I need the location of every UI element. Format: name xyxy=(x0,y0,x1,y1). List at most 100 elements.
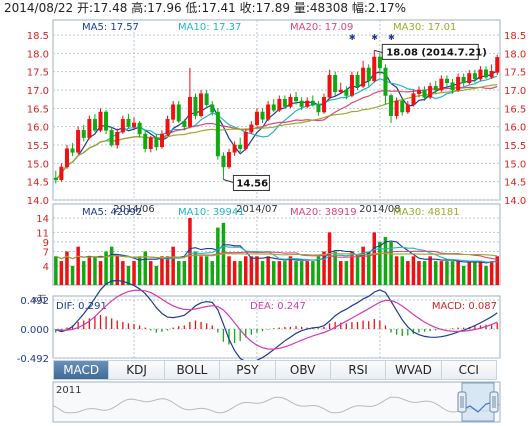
volume-bar[interactable] xyxy=(182,261,187,285)
volume-bar[interactable] xyxy=(98,261,103,285)
candle[interactable] xyxy=(182,119,187,131)
candle[interactable] xyxy=(81,124,86,142)
candle[interactable] xyxy=(165,115,170,136)
volume-bar[interactable] xyxy=(160,256,164,285)
volume-bar[interactable] xyxy=(411,256,416,285)
volume-bar[interactable] xyxy=(199,256,203,285)
tab-obv[interactable]: OBV xyxy=(275,361,331,379)
volume-bar[interactable] xyxy=(216,227,220,285)
candle[interactable] xyxy=(176,101,181,123)
candle[interactable] xyxy=(187,68,192,129)
volume-bar[interactable] xyxy=(456,261,460,285)
candle[interactable] xyxy=(416,86,421,98)
candle[interactable] xyxy=(305,97,310,109)
volume-bar[interactable] xyxy=(154,265,159,285)
volume-bar[interactable] xyxy=(473,261,477,285)
candle[interactable] xyxy=(310,95,315,107)
volume-bar[interactable] xyxy=(204,256,209,285)
candle[interactable] xyxy=(450,79,455,94)
volume-bar[interactable] xyxy=(232,261,237,285)
volume-bar[interactable] xyxy=(165,256,170,285)
volume-bar[interactable] xyxy=(59,261,64,285)
candle[interactable] xyxy=(400,97,405,116)
volume-bar[interactable] xyxy=(467,261,472,285)
volume-bar[interactable] xyxy=(143,251,148,286)
volume-bar[interactable] xyxy=(355,256,360,285)
candle[interactable] xyxy=(322,93,327,114)
candle[interactable] xyxy=(484,66,489,79)
volume-bar[interactable] xyxy=(260,261,265,285)
candle[interactable] xyxy=(249,121,254,134)
volume-bar[interactable] xyxy=(149,261,153,285)
candle[interactable] xyxy=(277,95,282,113)
volume-bar[interactable] xyxy=(400,256,405,285)
volume-bar[interactable] xyxy=(126,265,131,285)
candle[interactable] xyxy=(199,90,204,118)
candle[interactable] xyxy=(126,113,131,129)
candle[interactable] xyxy=(104,110,109,134)
candle[interactable] xyxy=(282,95,287,109)
volume-bar[interactable] xyxy=(299,261,304,285)
volume-bar[interactable] xyxy=(367,251,371,286)
candle[interactable] xyxy=(444,75,449,87)
volume-bar[interactable] xyxy=(434,261,438,285)
candle[interactable] xyxy=(109,126,114,147)
candle[interactable] xyxy=(411,90,416,107)
volume-bar[interactable] xyxy=(389,241,393,285)
candle[interactable] xyxy=(344,86,349,100)
volume-bar[interactable] xyxy=(210,261,215,285)
volume-bar[interactable] xyxy=(65,251,69,286)
volume-bar[interactable] xyxy=(372,232,377,285)
volume-bar[interactable] xyxy=(339,261,343,285)
candle[interactable] xyxy=(383,64,388,105)
volume-bar[interactable] xyxy=(255,256,259,285)
candle[interactable] xyxy=(394,97,399,120)
volume-bar[interactable] xyxy=(495,256,500,285)
candle[interactable] xyxy=(327,69,332,100)
volume-bar[interactable] xyxy=(115,256,120,285)
candle[interactable] xyxy=(377,53,382,76)
candle[interactable] xyxy=(204,90,209,109)
candle[interactable] xyxy=(467,69,472,85)
candle[interactable] xyxy=(76,126,81,155)
candle[interactable] xyxy=(472,69,477,83)
candle[interactable] xyxy=(333,71,338,96)
volume-bar[interactable] xyxy=(445,261,449,285)
candle[interactable] xyxy=(428,82,433,100)
volume-bar[interactable] xyxy=(406,261,410,285)
candle[interactable] xyxy=(243,128,248,151)
volume-bar[interactable] xyxy=(54,256,58,285)
candle[interactable] xyxy=(64,145,69,169)
candle[interactable] xyxy=(478,66,483,81)
volume-bar[interactable] xyxy=(272,261,276,285)
candle[interactable] xyxy=(422,86,427,101)
candle[interactable] xyxy=(439,75,444,92)
candle[interactable] xyxy=(495,54,500,75)
candle[interactable] xyxy=(120,115,125,134)
candle[interactable] xyxy=(132,117,137,131)
volume-bar[interactable] xyxy=(109,246,114,285)
navigator-right-handle[interactable] xyxy=(489,391,499,413)
candle[interactable] xyxy=(294,91,299,105)
candle[interactable] xyxy=(227,148,232,169)
candle[interactable] xyxy=(171,101,176,123)
candle[interactable] xyxy=(355,71,360,90)
candle[interactable] xyxy=(221,152,226,180)
kline-candles[interactable] xyxy=(53,50,500,184)
candle[interactable] xyxy=(461,73,466,87)
candle[interactable] xyxy=(372,50,377,83)
volume-bar[interactable] xyxy=(238,261,242,285)
volume-bar[interactable] xyxy=(439,261,444,285)
candle[interactable] xyxy=(271,99,276,112)
candle[interactable] xyxy=(154,134,159,151)
candle[interactable] xyxy=(143,130,148,153)
volume-bar[interactable] xyxy=(76,246,80,285)
candle[interactable] xyxy=(92,113,97,133)
volume-bar[interactable] xyxy=(87,256,92,285)
tab-rsi[interactable]: RSI xyxy=(330,361,387,379)
volume-bar[interactable] xyxy=(193,251,198,286)
candle[interactable] xyxy=(266,101,271,122)
volume-bar[interactable] xyxy=(171,246,175,285)
candle[interactable] xyxy=(148,135,153,153)
volume-bar[interactable] xyxy=(249,256,254,285)
